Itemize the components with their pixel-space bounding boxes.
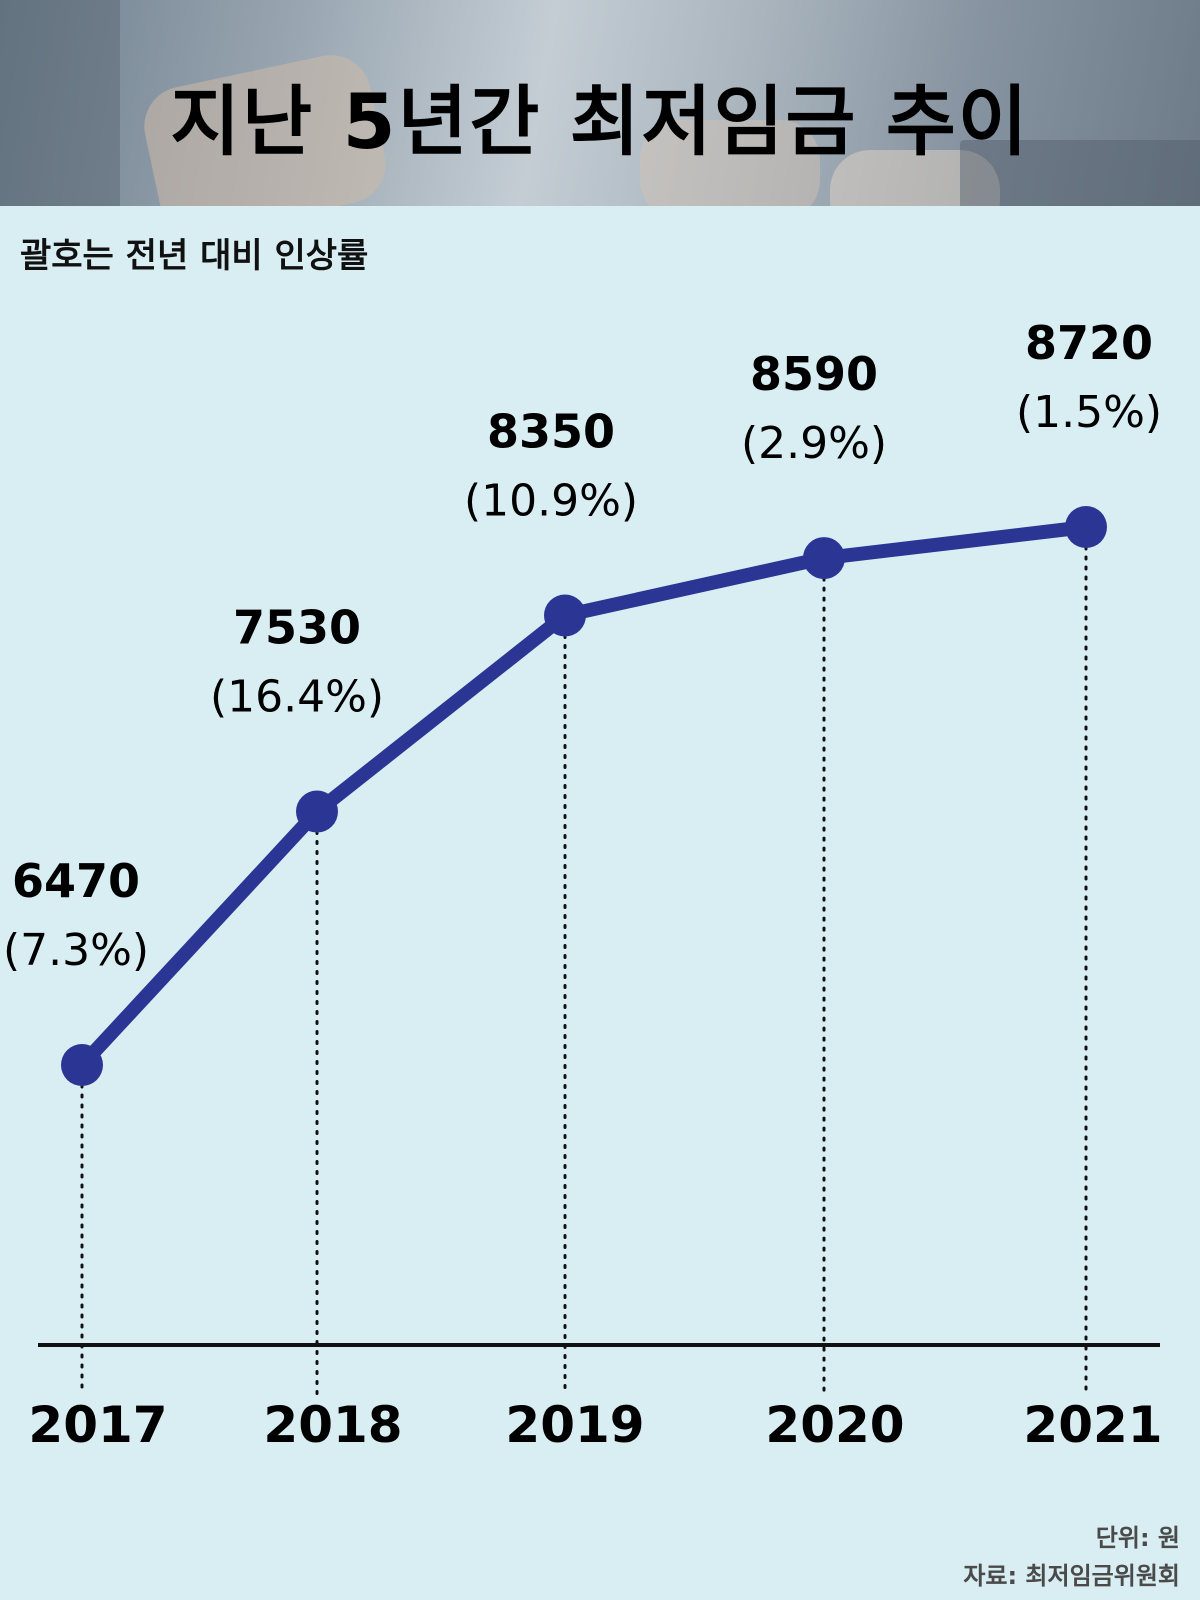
- data-point: [296, 790, 338, 833]
- change-label: (10.9%): [464, 475, 638, 526]
- value-labels: 6470 7530 8350 8590 8720: [12, 316, 1153, 908]
- value-label: 6470: [12, 854, 140, 908]
- data-points: [61, 506, 1107, 1086]
- data-point: [61, 1044, 103, 1086]
- change-label: (7.3%): [3, 925, 149, 976]
- banner-photo-paper: [640, 120, 820, 206]
- change-labels: (7.3%) (16.4%) (10.9%) (2.9%) (1.5%): [3, 387, 1162, 976]
- x-tick-label: 2019: [505, 1396, 644, 1454]
- data-point: [1065, 506, 1107, 548]
- data-point: [544, 594, 586, 637]
- value-label: 7530: [233, 601, 361, 655]
- unit-note: 단위: 원: [1095, 1524, 1180, 1552]
- value-label: 8720: [1025, 316, 1153, 370]
- value-label: 8350: [487, 404, 615, 458]
- x-tick-label: 2018: [263, 1396, 402, 1454]
- x-tick-label: 2021: [1023, 1396, 1162, 1454]
- change-label: (1.5%): [1016, 387, 1162, 438]
- change-label: (16.4%): [210, 672, 384, 723]
- banner-photo-keyboard: [960, 140, 1200, 206]
- header-banner: [0, 0, 1200, 206]
- banner-photo-shade: [0, 0, 120, 206]
- x-tick-labels: 2017 2018 2019 2020 2021: [28, 1396, 1162, 1454]
- source-note: 자료: 최저임금위원회: [963, 1562, 1180, 1590]
- drop-lines: [80, 525, 1088, 1397]
- page-title: 지난 5년간 최저임금 추이: [170, 77, 1030, 166]
- banner-photo-hands: [830, 150, 1000, 206]
- x-tick-label: 2020: [765, 1396, 904, 1454]
- data-point: [803, 537, 845, 580]
- change-label: (2.9%): [741, 418, 887, 469]
- value-label: 8590: [750, 347, 878, 401]
- chart-note: 괄호는 전년 대비 인상률: [20, 236, 369, 276]
- x-tick-label: 2017: [28, 1396, 167, 1454]
